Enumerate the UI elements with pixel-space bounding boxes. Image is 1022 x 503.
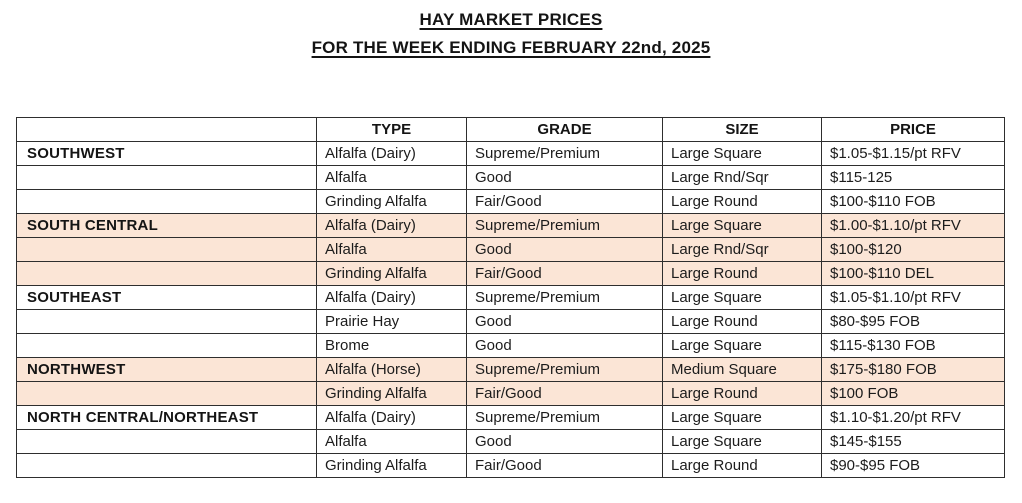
- table-row: Grinding Alfalfa Fair/Good Large Round $100…: [16, 381, 1005, 406]
- cell-price: $90-$95 FOB: [821, 453, 1005, 478]
- cell-size: Large Square: [662, 429, 822, 454]
- cell-type: Grinding Alfalfa: [316, 381, 467, 406]
- table-row: Grinding Alfalfa Fair/Good Large Round $100…: [16, 189, 1005, 214]
- table-row: SOUTH CENTRAL Alfalfa (Dairy) Supreme/Prem…: [16, 213, 1005, 238]
- cell-price: $1.10-$1.20/pt RFV: [821, 405, 1005, 430]
- table-row: Alfalfa Good Large Square $145-$155: [16, 429, 1005, 454]
- cell-type: Alfalfa (Dairy): [316, 285, 467, 310]
- cell-grade: Good: [466, 237, 663, 262]
- cell-type: Alfalfa: [316, 165, 467, 190]
- cell-region: [16, 237, 317, 262]
- cell-grade: Fair/Good: [466, 261, 663, 286]
- table-row: NORTH CENTRAL/NORTHEAST Alfalfa (Dairy) Su…: [16, 405, 1005, 430]
- column-header-type: TYPE: [316, 117, 467, 142]
- cell-type: Alfalfa (Dairy): [316, 405, 467, 430]
- cell-grade: Supreme/Premium: [466, 141, 663, 166]
- cell-region: NORTHWEST: [16, 357, 317, 382]
- cell-price: $100-$110 DEL: [821, 261, 1005, 286]
- cell-price: $100-$120: [821, 237, 1005, 262]
- cell-region: [16, 309, 317, 334]
- cell-size: Large Square: [662, 285, 822, 310]
- table-row: SOUTHEAST Alfalfa (Dairy) Supreme/Premium L…: [16, 285, 1005, 310]
- cell-price: $145-$155: [821, 429, 1005, 454]
- page-title-line-2: FOR THE WEEK ENDING FEBRUARY 22nd, 2025: [311, 38, 711, 57]
- cell-price: $1.05-$1.10/pt RFV: [821, 285, 1005, 310]
- title-block: HAY MARKET PRICES FOR THE WEEK ENDING FE…: [0, 0, 1022, 62]
- cell-type: Alfalfa (Horse): [316, 357, 467, 382]
- cell-size: Large Round: [662, 189, 822, 214]
- cell-price: $175-$180 FOB: [821, 357, 1005, 382]
- table-row: Grinding Alfalfa Fair/Good Large Round $90-…: [16, 453, 1005, 478]
- table-row: Grinding Alfalfa Fair/Good Large Round $100…: [16, 261, 1005, 286]
- cell-size: Large Square: [662, 405, 822, 430]
- cell-grade: Good: [466, 165, 663, 190]
- column-header-grade: GRADE: [466, 117, 663, 142]
- cell-grade: Supreme/Premium: [466, 405, 663, 430]
- table-row: Prairie Hay Good Large Round $80-$95 FOB: [16, 309, 1005, 334]
- cell-type: Brome: [316, 333, 467, 358]
- cell-type: Grinding Alfalfa: [316, 189, 467, 214]
- column-header-size: SIZE: [662, 117, 822, 142]
- cell-grade: Good: [466, 333, 663, 358]
- cell-size: Large Rnd/Sqr: [662, 165, 822, 190]
- cell-type: Grinding Alfalfa: [316, 453, 467, 478]
- cell-region: [16, 165, 317, 190]
- cell-price: $115-$130 FOB: [821, 333, 1005, 358]
- cell-size: Large Square: [662, 141, 822, 166]
- cell-price: $100-$110 FOB: [821, 189, 1005, 214]
- cell-region: [16, 333, 317, 358]
- cell-price: $1.05-$1.15/pt RFV: [821, 141, 1005, 166]
- cell-price: $1.00-$1.10/pt RFV: [821, 213, 1005, 238]
- cell-price: $80-$95 FOB: [821, 309, 1005, 334]
- cell-grade: Fair/Good: [466, 453, 663, 478]
- column-header-region: [16, 117, 317, 142]
- cell-type: Alfalfa: [316, 237, 467, 262]
- cell-region: NORTH CENTRAL/NORTHEAST: [16, 405, 317, 430]
- cell-grade: Fair/Good: [466, 381, 663, 406]
- cell-grade: Supreme/Premium: [466, 285, 663, 310]
- cell-region: [16, 381, 317, 406]
- cell-grade: Supreme/Premium: [466, 213, 663, 238]
- cell-type: Grinding Alfalfa: [316, 261, 467, 286]
- table-row: Brome Good Large Square $115-$130 FOB: [16, 333, 1005, 358]
- cell-size: Medium Square: [662, 357, 822, 382]
- cell-price: $100 FOB: [821, 381, 1005, 406]
- cell-price: $115-125: [821, 165, 1005, 190]
- cell-region: SOUTHEAST: [16, 285, 317, 310]
- cell-size: Large Rnd/Sqr: [662, 237, 822, 262]
- cell-type: Prairie Hay: [316, 309, 467, 334]
- cell-grade: Supreme/Premium: [466, 357, 663, 382]
- cell-region: [16, 453, 317, 478]
- cell-type: Alfalfa (Dairy): [316, 213, 467, 238]
- cell-type: Alfalfa: [316, 429, 467, 454]
- cell-size: Large Square: [662, 333, 822, 358]
- column-header-price: PRICE: [821, 117, 1005, 142]
- cell-grade: Good: [466, 309, 663, 334]
- cell-type: Alfalfa (Dairy): [316, 141, 467, 166]
- hay-market-prices-table: TYPE GRADE SIZE PRICE SOUTHWEST Alfalfa (Dai…: [16, 117, 1005, 478]
- cell-grade: Good: [466, 429, 663, 454]
- cell-size: Large Round: [662, 453, 822, 478]
- cell-region: SOUTH CENTRAL: [16, 213, 317, 238]
- cell-size: Large Round: [662, 381, 822, 406]
- cell-region: SOUTHWEST: [16, 141, 317, 166]
- page-title-line-1: HAY MARKET PRICES: [419, 10, 603, 29]
- table-row: SOUTHWEST Alfalfa (Dairy) Supreme/Premium L…: [16, 141, 1005, 166]
- cell-size: Large Square: [662, 213, 822, 238]
- cell-region: [16, 189, 317, 214]
- table-header-row: TYPE GRADE SIZE PRICE: [16, 117, 1005, 142]
- table-row: NORTHWEST Alfalfa (Horse) Supreme/Premium M…: [16, 357, 1005, 382]
- cell-size: Large Round: [662, 261, 822, 286]
- cell-grade: Fair/Good: [466, 189, 663, 214]
- table-row: Alfalfa Good Large Rnd/Sqr $115-125: [16, 165, 1005, 190]
- table-row: Alfalfa Good Large Rnd/Sqr $100-$120: [16, 237, 1005, 262]
- cell-region: [16, 261, 317, 286]
- cell-size: Large Round: [662, 309, 822, 334]
- cell-region: [16, 429, 317, 454]
